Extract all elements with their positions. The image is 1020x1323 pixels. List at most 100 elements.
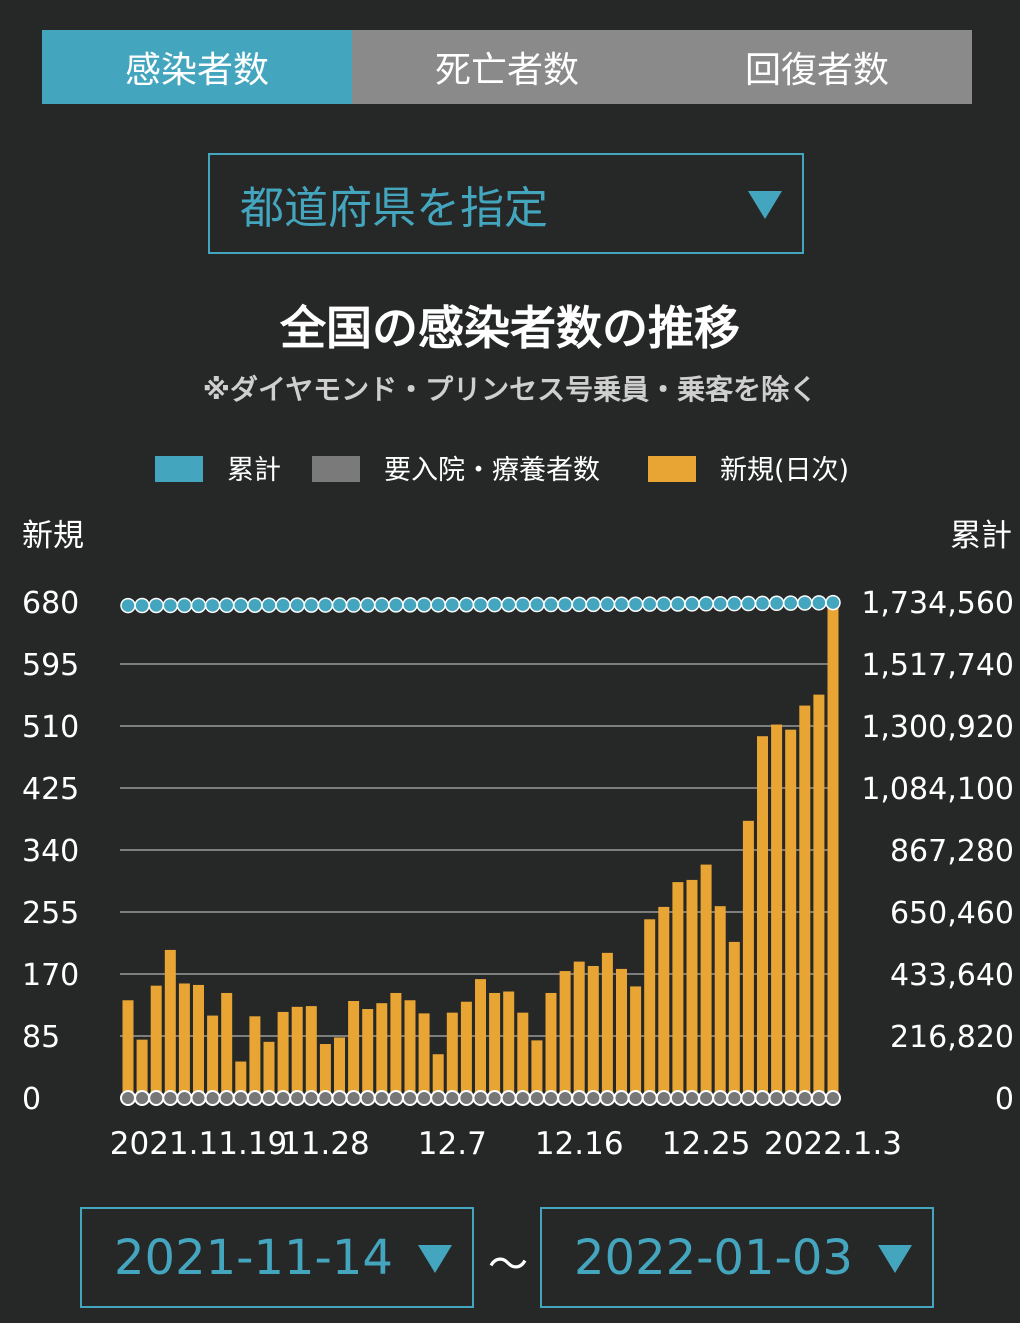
point-hospitalized (317, 1090, 334, 1106)
tab-infections[interactable]: 感染者数 (42, 30, 352, 104)
point-cumulative (543, 596, 559, 613)
point-cumulative (148, 597, 164, 614)
start-date-select[interactable]: 2021-11-14 (80, 1207, 474, 1308)
bar-new-cases (771, 724, 783, 1098)
triangle-down-icon (748, 191, 782, 219)
bar-new-cases (616, 968, 627, 1098)
point-hospitalized (303, 1090, 320, 1106)
point-hospitalized (825, 1090, 841, 1106)
point-hospitalized (190, 1090, 207, 1106)
bar-new-cases (672, 882, 684, 1098)
point-hospitalized (528, 1090, 545, 1106)
point-hospitalized (669, 1090, 686, 1106)
point-hospitalized (768, 1090, 785, 1106)
point-cumulative (458, 596, 475, 613)
bar-new-cases (334, 1037, 345, 1098)
point-hospitalized (162, 1090, 179, 1106)
bar-new-cases (418, 1013, 430, 1098)
triangle-down-icon (878, 1245, 912, 1273)
legend-cumulative-label: 累計 (227, 455, 281, 486)
bar-new-cases (178, 983, 190, 1098)
point-cumulative (472, 596, 489, 613)
point-hospitalized (232, 1090, 249, 1106)
point-cumulative (374, 597, 390, 613)
right-tick-label: 867,280 (890, 834, 1014, 869)
point-cumulative (825, 594, 841, 611)
point-hospitalized (261, 1090, 277, 1106)
point-cumulative (275, 597, 291, 613)
left-tick-label: 255 (22, 896, 79, 931)
point-cumulative (585, 596, 602, 613)
point-hospitalized (754, 1090, 771, 1106)
point-hospitalized (698, 1090, 715, 1106)
bar-new-cases (150, 985, 162, 1098)
bar-new-cases (785, 729, 797, 1098)
prefecture-select[interactable]: 都道府県を指定 (208, 153, 804, 254)
point-hospitalized (599, 1090, 616, 1106)
point-cumulative (331, 597, 348, 613)
point-hospitalized (613, 1090, 630, 1106)
triangle-down-icon (418, 1245, 452, 1273)
bar-new-cases (686, 879, 698, 1098)
start-date-value: 2021-11-14 (114, 1229, 393, 1286)
bar-new-cases (757, 736, 768, 1098)
point-cumulative (500, 596, 517, 613)
point-hospitalized (402, 1090, 418, 1106)
tab-recoveries[interactable]: 回復者数 (662, 30, 972, 104)
point-hospitalized (359, 1090, 376, 1106)
point-hospitalized (543, 1090, 559, 1106)
point-cumulative (444, 597, 461, 613)
point-hospitalized (204, 1090, 221, 1106)
left-tick-label: 680 (22, 586, 79, 621)
bar-new-cases (390, 992, 402, 1098)
bar-new-cases (601, 952, 613, 1098)
right-tick-label: 1,300,920 (861, 710, 1014, 745)
point-cumulative (811, 595, 827, 611)
bar-new-cases (207, 1015, 219, 1098)
x-tick-label: 12.25 (662, 1126, 751, 1162)
point-hospitalized (387, 1090, 404, 1106)
chart-title: 全国の感染者数の推移 (280, 301, 740, 355)
point-cumulative (204, 597, 221, 614)
point-cumulative (627, 596, 644, 612)
bar-new-cases (714, 906, 726, 1098)
point-cumulative (656, 596, 672, 612)
left-axis-title: 新規 (22, 518, 84, 554)
point-hospitalized (655, 1090, 672, 1106)
x-tick-label: 2022.1.3 (764, 1126, 902, 1162)
right-tick-label: 216,820 (890, 1020, 1014, 1055)
tab-deaths[interactable]: 死亡者数 (352, 30, 662, 104)
bar-new-cases (531, 1040, 543, 1098)
point-hospitalized (585, 1090, 602, 1106)
point-hospitalized (289, 1090, 306, 1106)
bar-new-cases (489, 992, 501, 1098)
point-hospitalized (726, 1090, 743, 1106)
point-cumulative (303, 597, 320, 613)
point-hospitalized (684, 1090, 700, 1106)
point-cumulative (345, 597, 362, 613)
bar-new-cases (742, 820, 754, 1098)
bar-new-cases (728, 941, 740, 1098)
point-cumulative (726, 595, 743, 612)
point-hospitalized (331, 1090, 348, 1106)
bar-new-cases (475, 979, 486, 1098)
legend-hospitalized-swatch (312, 456, 360, 482)
bar-new-cases (799, 705, 811, 1098)
point-hospitalized (571, 1090, 588, 1106)
right-tick-label: 1,734,560 (861, 586, 1014, 621)
point-hospitalized (148, 1090, 165, 1106)
end-date-select[interactable]: 2022-01-03 (540, 1207, 934, 1308)
bar-new-cases (249, 1016, 261, 1098)
right-axis-title: 累計 (950, 518, 1012, 554)
legend-hospitalized-label: 要入院・療養者数 (384, 455, 600, 486)
point-cumulative (529, 596, 545, 613)
point-cumulative (486, 596, 503, 613)
point-cumulative (190, 597, 207, 614)
bar-new-cases (432, 1054, 444, 1098)
right-tick-label: 0 (995, 1082, 1014, 1117)
left-tick-label: 0 (22, 1082, 41, 1117)
point-hospitalized (246, 1090, 263, 1106)
bar-new-cases (305, 1006, 317, 1098)
bar-new-cases (221, 992, 233, 1098)
point-cumulative (402, 597, 418, 613)
